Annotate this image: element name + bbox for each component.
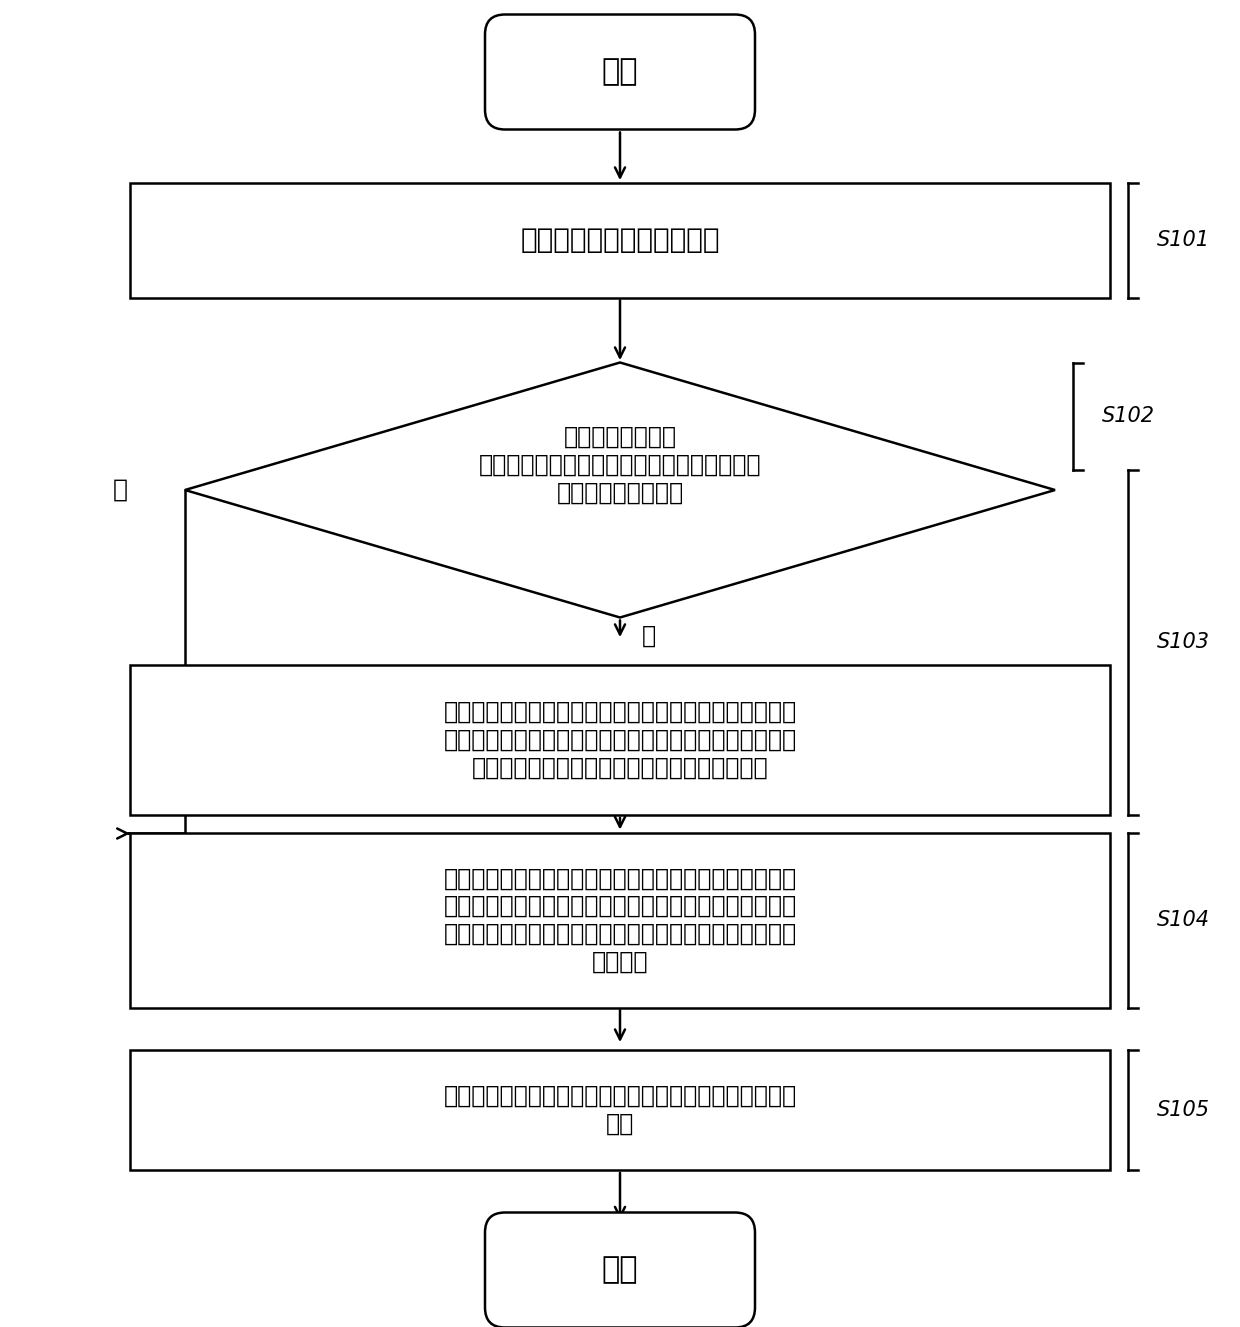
- Text: 顺序遍历任务列表中的任务: 顺序遍历任务列表中的任务: [521, 226, 719, 253]
- Text: 是: 是: [642, 624, 656, 648]
- Bar: [130, 1050, 1110, 1170]
- Text: 当所述第一判断结果表明所述第一当前任务与第一有效任
务不冲突时，逆序遍历所述任务列表，对逆序遍历获取的
第二当前任务与第一有效任务进行冲突判断，以得到第二
判断: 当所述第一判断结果表明所述第一当前任务与第一有效任 务不冲突时，逆序遍历所述任务…: [444, 867, 796, 974]
- Text: S101: S101: [1157, 230, 1209, 249]
- Text: 否: 否: [113, 478, 128, 502]
- Bar: [130, 832, 1110, 1007]
- Text: S105: S105: [1157, 1100, 1209, 1120]
- Text: 对顺序遍历获取的
第一当前任务与第一有效任务进行冲突判断，
以得到第一判断结果: 对顺序遍历获取的 第一当前任务与第一有效任务进行冲突判断， 以得到第一判断结果: [479, 425, 761, 504]
- Text: 开始: 开始: [601, 57, 639, 86]
- Text: 根据所述第二判断结果确定是否对所述第一有效任务进行
更新: 根据所述第二判断结果确定是否对所述第一有效任务进行 更新: [444, 1084, 796, 1136]
- FancyBboxPatch shape: [485, 15, 755, 130]
- Bar: [130, 183, 1110, 297]
- Polygon shape: [185, 362, 1055, 617]
- FancyBboxPatch shape: [485, 1213, 755, 1327]
- Bar: [130, 665, 1110, 815]
- Text: S104: S104: [1157, 910, 1209, 930]
- Text: 结束: 结束: [601, 1255, 639, 1285]
- Text: 当所述第一判断结果表明所述第一当前任务与第一有效任
务相冲突，根据所述第一当前任务和所述第一有效任务的
优先级，确定是否对所述第一有效任务进行更新: 当所述第一判断结果表明所述第一当前任务与第一有效任 务相冲突，根据所述第一当前任…: [444, 701, 796, 780]
- Text: S102: S102: [1101, 406, 1154, 426]
- Text: S103: S103: [1157, 633, 1209, 653]
